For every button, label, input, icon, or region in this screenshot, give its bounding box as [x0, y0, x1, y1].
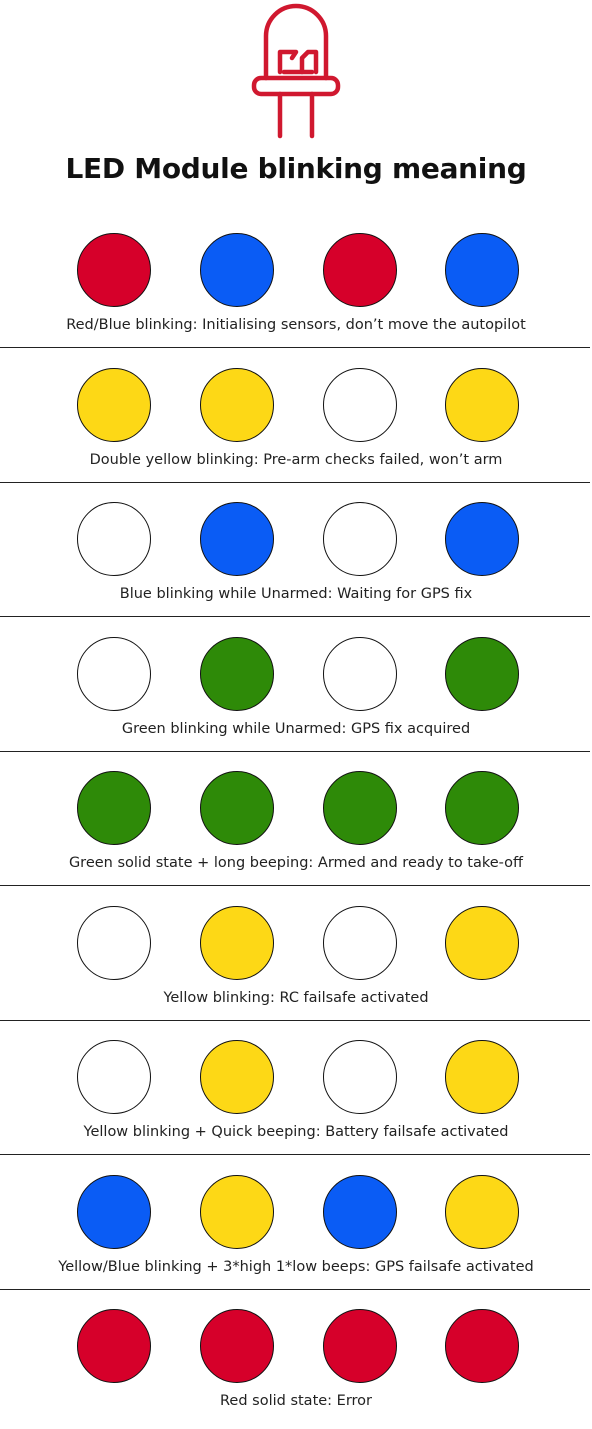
led-dot-white: [77, 905, 151, 980]
row-divider: [0, 1288, 590, 1290]
led-dot-red: [77, 233, 151, 307]
led-dot-red: [77, 1309, 151, 1383]
led-pattern-row: Red solid state: Error: [0, 1309, 592, 1429]
led-dot-white: [77, 502, 151, 576]
led-dot-green: [323, 771, 397, 845]
led-dot-yellow: [200, 905, 274, 980]
led-dot-blue: [77, 1174, 151, 1249]
led-dot-yellow: [445, 1040, 519, 1114]
led-pattern-caption: Red/Blue blinking: Initialising sensors,…: [66, 317, 526, 333]
led-dot-green: [77, 771, 151, 845]
led-pattern-row: Yellow blinking + Quick beeping: Battery…: [0, 1040, 592, 1160]
led-pattern-row: Double yellow blinking: Pre-arm checks f…: [0, 367, 592, 488]
led-pattern-caption: Green solid state + long beeping: Armed …: [68, 855, 524, 871]
led-dot-green: [200, 636, 274, 711]
led-dot-white: [77, 636, 151, 711]
led-pattern-caption: Yellow blinking + Quick beeping: Battery…: [83, 1124, 509, 1140]
led-dot-blue: [445, 502, 519, 576]
led-dot-yellow: [445, 1174, 519, 1249]
led-pattern-caption: Blue blinking while Unarmed: Waiting for…: [119, 586, 473, 602]
led-dot-green: [200, 771, 274, 845]
led-dot-yellow: [445, 905, 519, 980]
led-pattern-row: Yellow/Blue blinking + 3*high 1*low beep…: [0, 1174, 592, 1295]
row-divider: [0, 885, 590, 886]
led-dot-white: [323, 1040, 397, 1114]
led-pattern-caption: Yellow/Blue blinking + 3*high 1*low beep…: [58, 1258, 534, 1275]
led-dot-white: [323, 502, 397, 576]
led-pattern-row: Blue blinking while Unarmed: Waiting for…: [0, 502, 592, 622]
led-dot-yellow: [200, 1174, 274, 1249]
led-pattern-caption: Green blinking while Unarmed: GPS fix ac…: [121, 720, 471, 737]
row-divider: [0, 1019, 590, 1021]
led-dot-red: [323, 1309, 397, 1383]
led-dot-white: [77, 1040, 151, 1114]
led-dot-red: [445, 1309, 519, 1383]
row-divider: [0, 750, 590, 752]
row-divider: [0, 481, 590, 483]
led-pattern-caption: Red solid state: Error: [219, 1393, 373, 1409]
led-pattern-row: Yellow blinking: RC failsafe activated: [0, 905, 592, 1026]
led-pattern-row: Red/Blue blinking: Initialising sensors,…: [0, 233, 592, 353]
led-dot-blue: [323, 1174, 397, 1249]
led-dot-blue: [200, 502, 274, 576]
led-dot-yellow: [445, 367, 519, 442]
led-pattern-row: Green blinking while Unarmed: GPS fix ac…: [0, 636, 592, 757]
led-dot-white: [323, 636, 397, 711]
led-dot-white: [323, 905, 397, 980]
row-divider: [0, 1154, 590, 1155]
led-dot-yellow: [77, 367, 151, 442]
led-pattern-caption: Double yellow blinking: Pre-arm checks f…: [89, 451, 503, 468]
led-dot-white: [323, 367, 397, 442]
led-pattern-caption: Yellow blinking: RC failsafe activated: [163, 989, 429, 1006]
led-dot-red: [323, 233, 397, 307]
led-icon: [251, 3, 341, 139]
page-title: LED Module blinking meaning: [65, 152, 527, 185]
led-dot-yellow: [200, 367, 274, 442]
led-pattern-row: Green solid state + long beeping: Armed …: [0, 771, 592, 891]
led-dot-green: [445, 771, 519, 845]
row-divider: [0, 616, 590, 617]
led-dot-red: [200, 1309, 274, 1383]
row-divider: [0, 347, 590, 348]
led-dot-blue: [200, 233, 274, 307]
led-dot-green: [445, 636, 519, 711]
led-dot-yellow: [200, 1040, 274, 1114]
led-dot-blue: [445, 233, 519, 307]
